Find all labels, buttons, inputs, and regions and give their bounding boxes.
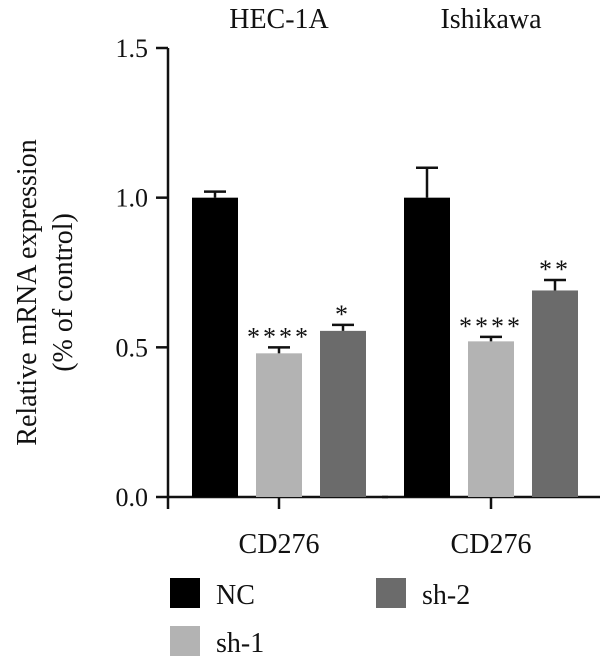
group-title: Ishikawa [440,4,542,35]
bar-NC [192,197,238,497]
significance-label: * [335,300,351,329]
legend-label: sh-1 [216,628,264,659]
bar-sh-2 [532,290,578,497]
legend-swatch-sh-1 [170,626,200,656]
y-tick-label: 0.0 [116,483,149,512]
legend-swatch-sh-2 [376,578,406,608]
significance-label: **** [459,312,523,341]
y-axis-label: Relative mRNA expression [12,139,43,445]
bar-sh-2 [320,330,366,497]
significance-label: ** [539,255,571,284]
y-axis-label: (% of control) [48,213,79,372]
legend-label: NC [216,580,255,611]
group-title: HEC-1A [229,4,329,35]
significance-label: **** [247,322,311,351]
bar-sh-1 [256,353,302,497]
legend-label: sh-2 [422,580,470,611]
y-tick-label: 0.5 [116,333,149,362]
legend-swatch-NC [170,578,200,608]
x-category-label: CD276 [239,529,320,560]
x-category-label: CD276 [451,529,532,560]
bar-NC [404,197,450,497]
y-tick-label: 1.5 [116,34,149,63]
y-tick-label: 1.0 [116,184,149,213]
bar-sh-1 [468,341,514,497]
